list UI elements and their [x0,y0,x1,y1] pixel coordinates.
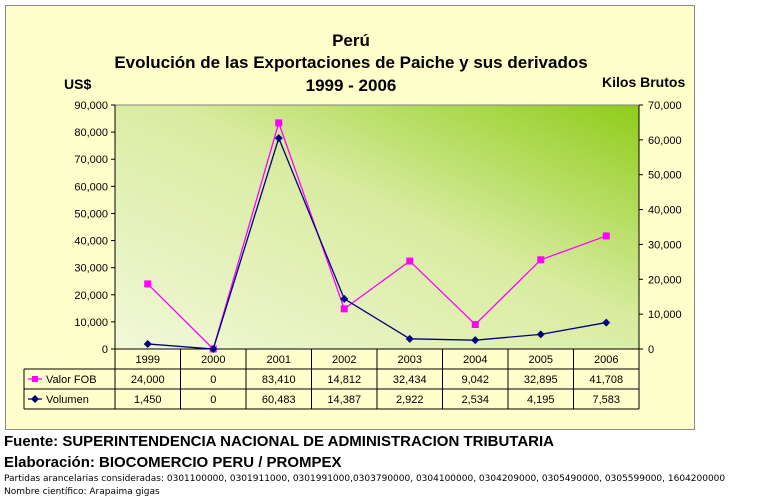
data-point [406,257,414,265]
category-label: 2004 [463,354,487,366]
data-point [602,232,610,240]
table-cell-value: 0 [210,374,216,386]
data-point [602,318,611,327]
table-cell-value: 0 [210,394,216,406]
legend-marker [32,376,38,382]
chart-subtitle: Evolución de las Exportaciones de Paiche… [114,53,588,72]
footer-source: Fuente: SUPERINTENDENCIA NACIONAL DE ADM… [4,433,554,450]
y-left-tick-label: 50,000 [74,208,108,220]
chart-frame: Perú Evolución de las Exportaciones de P… [5,5,695,430]
data-point [274,134,283,143]
y-right-tick-label: 20,000 [648,274,682,286]
y-right-tick-label: 10,000 [648,309,682,321]
y-right-tick-label: 30,000 [648,239,682,251]
y-left-tick-label: 20,000 [74,290,108,302]
chart-title: Perú [332,31,370,50]
series-line-0 [147,120,607,351]
table-cell-value: 1,450 [134,394,162,406]
table-cell-value: 2,922 [396,394,424,406]
plot-background [114,104,640,350]
table-cell-value: 7,583 [592,394,620,406]
y-left-tick-label: 70,000 [74,154,108,166]
data-point [275,119,283,127]
category-label: 2000 [201,354,225,366]
data-point [471,336,480,345]
table-cell-value: 60,483 [262,394,296,406]
table-cell-value: 32,434 [393,374,427,386]
series-line-1 [147,136,607,350]
data-point [537,256,545,264]
y-left-tick-label: 40,000 [74,236,108,248]
legend-marker [31,395,39,403]
y-axis-right-label: Kilos Brutos [602,74,686,90]
plot-area: 0 10,000 20,000 30,000 40,000 50,000 60,000 70,… [23,100,682,410]
table-cell-value: 41,708 [589,374,623,386]
category-label: 2006 [594,354,618,366]
y-right-tick-label: 70,000 [648,100,682,112]
data-point [536,330,545,339]
chart-period: 1999 - 2006 [305,76,397,95]
category-label: 2003 [398,354,422,366]
data-point [340,294,349,303]
footer-scientific-name: Nombre científico: Arapaima gigas [4,487,160,497]
table-cell-value: 9,042 [461,374,489,386]
data-point [340,305,348,313]
y-right-tick-label: 50,000 [648,170,682,182]
y-right-tick-label: 60,000 [648,135,682,147]
category-label: 2001 [267,354,291,366]
legend-label: Valor FOB [46,374,97,386]
footer-elaboration: Elaboración: BIOCOMERCIO PERU / PROMPEX [4,454,342,471]
y-left-tick-label: 80,000 [74,127,108,139]
y-right-tick-label: 0 [648,344,654,356]
footer-tariff-lines: Partidas arancelarias consideradas: 0301… [4,474,726,484]
table-cell-value: 14,387 [327,394,361,406]
category-label: 1999 [136,354,160,366]
y-left-tick-label: 0 [102,344,108,356]
table-cell-value: 2,534 [461,394,489,406]
y-right-tick-label: 40,000 [648,205,682,217]
y-left-tick-label: 10,000 [74,317,108,329]
category-label: 2002 [332,354,356,366]
table-cell-value: 14,812 [327,374,361,386]
y-left-tick-label: 90,000 [74,100,108,112]
data-point [144,280,152,288]
data-point [405,334,414,343]
table-cell-value: 24,000 [131,374,165,386]
y-left-tick-label: 30,000 [74,263,108,275]
y-left-tick-label: 60,000 [74,181,108,193]
category-label: 2005 [529,354,553,366]
legend-label: Volumen [46,394,89,406]
table-cell-value: 4,195 [527,394,555,406]
table-cell-value: 83,410 [262,374,296,386]
y-axis-left-label: US$ [64,76,92,92]
data-point [209,345,218,353]
table-cell-value: 32,895 [524,374,558,386]
data-point [143,339,152,348]
data-point [471,320,479,328]
